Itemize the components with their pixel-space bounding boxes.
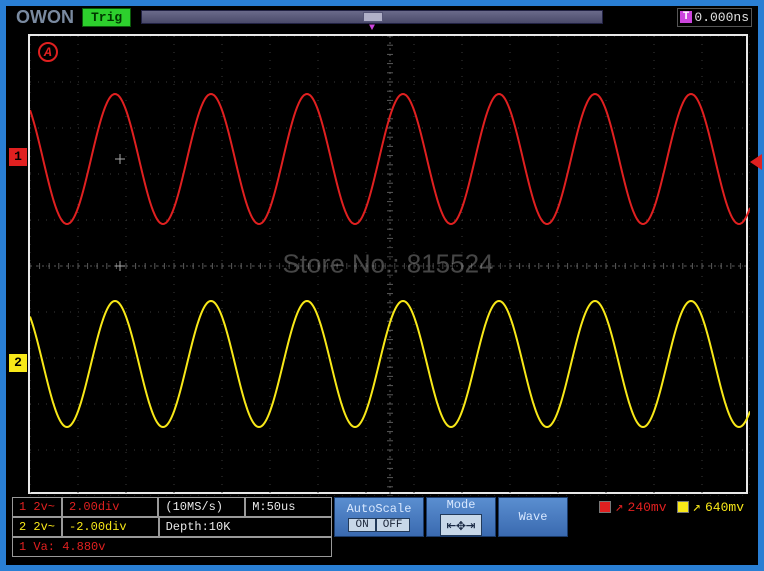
trig-ch2-square-icon: [677, 501, 689, 513]
trig-ch1-level: 240mv: [628, 500, 675, 515]
time-cursor-t-icon: T: [680, 11, 693, 23]
ch1-num: 1: [19, 500, 26, 514]
trig-ch2-edge-icon: ↗: [691, 499, 703, 516]
timebase: M:50us: [245, 497, 332, 517]
ch2-vdiv: -2.00div: [62, 517, 159, 537]
mode-button[interactable]: Mode ⇤✥⇥: [426, 497, 496, 537]
wave-label: Wave: [519, 510, 548, 524]
wave-button[interactable]: Wave: [498, 497, 568, 537]
measurement-1: 1 Va: 4.880v: [12, 537, 332, 557]
trig-ch2-level: 640mv: [705, 500, 752, 515]
mode-arrows-icon: ⇤✥⇥: [440, 514, 483, 536]
autoscale-button[interactable]: AutoScale ON OFF: [334, 497, 424, 537]
ch2-num: 2: [19, 520, 26, 534]
horizontal-scrollbar-thumb[interactable]: [363, 12, 383, 22]
trig-ch1-edge-icon: ↗: [613, 499, 625, 516]
mode-label: Mode: [447, 498, 476, 512]
ch1-coupling: 1 2v~: [12, 497, 62, 517]
autoscale-off[interactable]: OFF: [376, 518, 410, 532]
ch1-vdiv: 2.00div: [62, 497, 158, 517]
ch2-zero-marker: 2: [9, 354, 27, 372]
ch1-zero-marker: 1: [9, 148, 27, 166]
horizontal-position-scrollbar[interactable]: ▼: [141, 10, 603, 24]
sample-rate: (10MS/s): [158, 497, 245, 517]
ch2-coupling-text: 2v~: [33, 520, 55, 534]
trigger-level-marker-icon: [750, 154, 762, 170]
acquisition-a-badge: A: [38, 42, 58, 62]
bottom-info-panel: 1 2v~ 2.00div (10MS/s) M:50us 2 2v~ -2.0…: [12, 497, 752, 559]
waveform-plot: A 1 2 Store No.: 815524: [28, 34, 748, 494]
autoscale-on[interactable]: ON: [348, 518, 375, 532]
brand-logo: OWON: [12, 7, 78, 28]
meas-ch: 1: [19, 540, 26, 554]
softkey-buttons: AutoScale ON OFF Mode ⇤✥⇥ Wave: [334, 497, 568, 537]
time-cursor-readout: T 0.000ns: [677, 8, 752, 27]
memory-depth: Depth:10K: [159, 517, 332, 537]
channel-readouts: 1 2v~ 2.00div (10MS/s) M:50us 2 2v~ -2.0…: [12, 497, 332, 557]
time-cursor-value: 0.000ns: [694, 10, 749, 25]
ch2-coupling: 2 2v~: [12, 517, 62, 537]
meas-name: Va:: [33, 540, 55, 554]
meas-value: 4.880v: [62, 540, 105, 554]
scope-frame: OWON Trig ▼ T 0.000ns A 1 2 Store No.: 8…: [0, 0, 764, 571]
ch1-coupling-text: 2v~: [33, 500, 55, 514]
autoscale-toggle[interactable]: ON OFF: [348, 518, 409, 532]
top-bar: OWON Trig ▼ T 0.000ns: [12, 6, 752, 28]
trig-ch1-square-icon: [599, 501, 611, 513]
watermark-text: Store No.: 815524: [270, 245, 505, 284]
autoscale-label: AutoScale: [347, 502, 412, 516]
trigger-level-readouts: ↗ 240mv ↗ 640mv: [599, 497, 752, 517]
trigger-status-badge: Trig: [82, 8, 131, 27]
trigger-t-mark-icon: ▼: [369, 23, 375, 34]
